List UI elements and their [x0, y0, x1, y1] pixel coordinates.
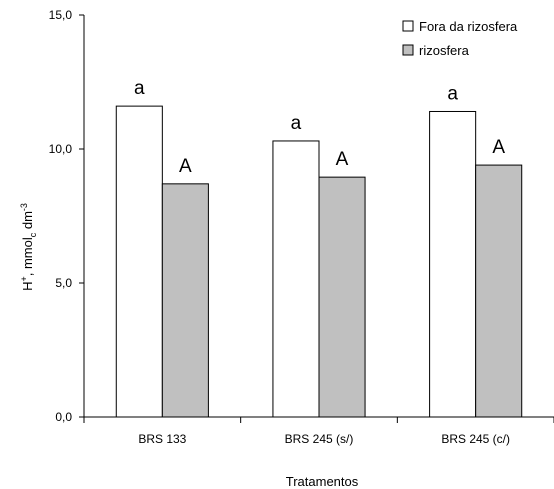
legend-label: rizosfera	[419, 43, 470, 58]
bar	[318, 176, 366, 418]
significance-letter: A	[336, 149, 349, 170]
y-tick-label: 0,0	[55, 410, 72, 424]
legend-label: Fora da rizosfera	[419, 19, 518, 34]
bars	[115, 105, 523, 418]
significance-letter: a	[447, 83, 458, 104]
y-tick-label: 10,0	[49, 142, 73, 156]
significance-letter: A	[492, 137, 505, 158]
significance-letter: a	[134, 78, 145, 99]
legend-swatch	[402, 44, 414, 56]
bar	[272, 140, 320, 418]
y-tick-label: 5,0	[55, 276, 72, 290]
x-tick-label: BRS 245 (c/)	[441, 432, 510, 446]
x-tick-label: BRS 133	[138, 432, 186, 446]
x-tick-label: BRS 245 (s/)	[285, 432, 354, 446]
bar	[161, 183, 209, 418]
legend-swatch	[402, 20, 414, 32]
x-axis-title: Tratamentos	[286, 474, 359, 489]
legend: Fora da rizosfera rizosfera	[402, 19, 518, 58]
significance-letters: a a a A A A	[134, 78, 505, 177]
y-axis-title: H+, mmolc dm-3	[19, 203, 38, 291]
significance-letter: a	[291, 113, 302, 134]
bar	[115, 105, 163, 418]
bar	[475, 164, 523, 418]
bar	[429, 110, 477, 418]
significance-letter: A	[179, 156, 192, 177]
y-tick-label: 15,0	[49, 8, 73, 22]
